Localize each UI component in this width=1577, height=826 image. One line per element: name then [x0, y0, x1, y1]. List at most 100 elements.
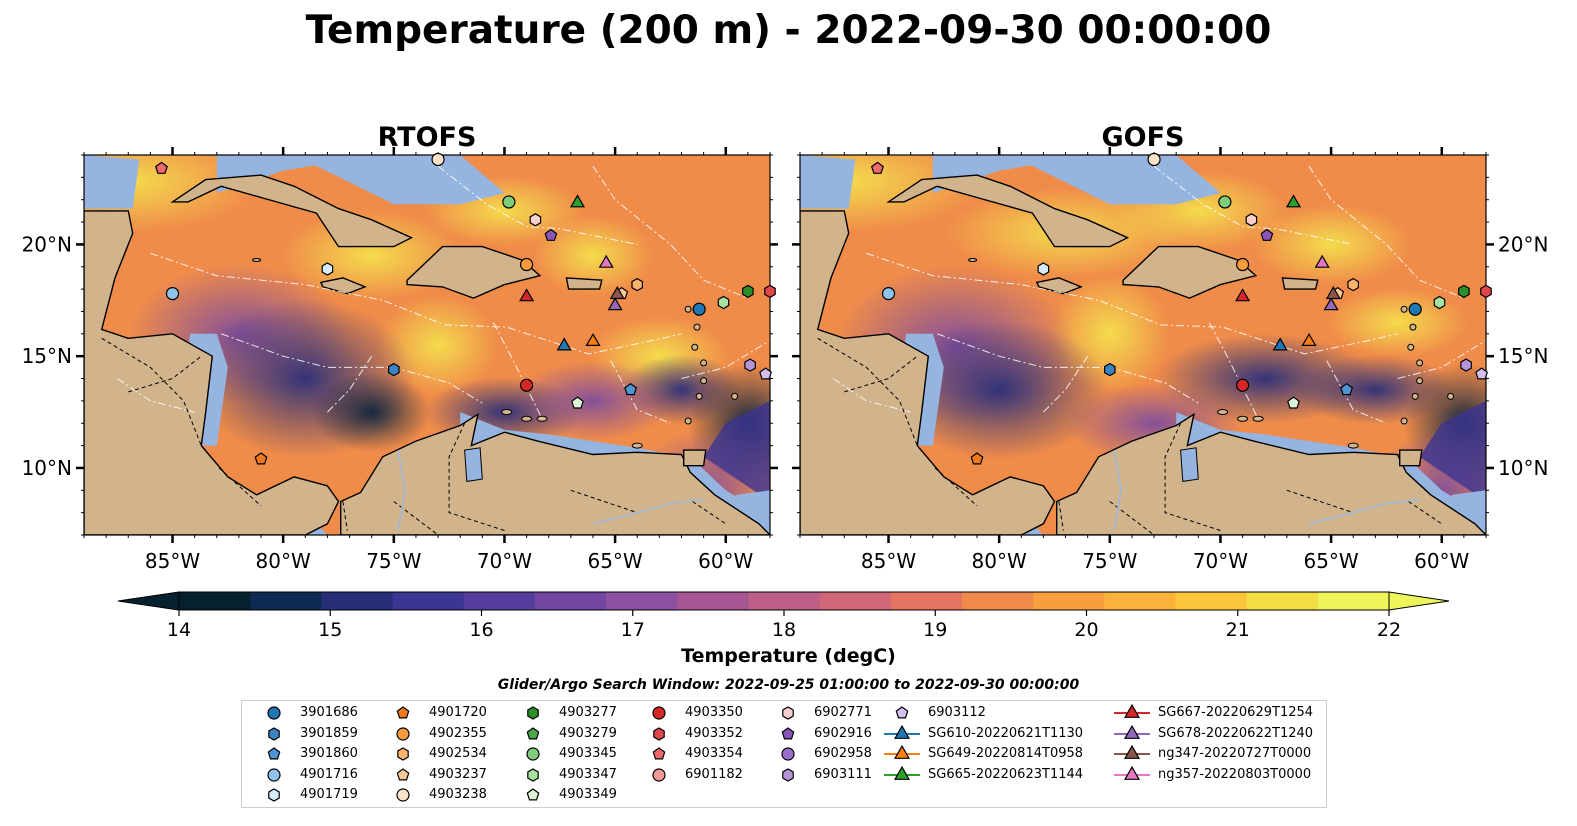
observation-marker: [519, 378, 534, 392]
observation-marker: [1340, 382, 1354, 396]
legend-label: 4903277: [559, 705, 617, 720]
observation-marker: [631, 277, 644, 292]
legend-label: 4903345: [559, 746, 617, 761]
colorbar-tick-label: 15: [318, 619, 343, 641]
observation-marker: [1475, 367, 1489, 380]
legend-label: SG665-20220623T1144: [928, 766, 1084, 782]
pentagon-marker-icon: [396, 706, 410, 719]
lon-tick-label: 75°W: [366, 549, 421, 573]
legend: 3901686 3901859 3901860 4901716 4901719 49017…: [241, 700, 1327, 808]
legend-label: 4903279: [559, 725, 617, 741]
observation-marker: [1235, 288, 1251, 302]
lat-tick-label: 20°N: [1498, 232, 1548, 256]
colorbar-tick-label: 21: [1225, 619, 1250, 641]
observation-marker: [388, 362, 400, 377]
observation-marker: [321, 262, 334, 276]
colorbar-tick-label: 20: [1074, 619, 1099, 641]
lon-tick-label: 70°W: [1193, 549, 1248, 573]
observation-marker: [254, 452, 268, 465]
observation-marker: [529, 213, 542, 227]
triangle-marker-icon: [1114, 703, 1150, 718]
hexagon-marker-icon: [397, 747, 409, 761]
legend-label: 6901182: [685, 766, 743, 782]
lon-tick-label: 80°W: [256, 549, 311, 573]
triangle-marker-icon: [1114, 744, 1150, 759]
observation-marker: [1347, 277, 1360, 292]
triangle-marker-icon: [884, 744, 920, 759]
observation-marker: [1103, 362, 1116, 377]
observation-marker: [154, 161, 168, 174]
hexagon-marker-icon: [268, 788, 280, 802]
panel-title: GOFS: [1101, 122, 1184, 153]
legend-label: 4901720: [429, 705, 487, 720]
lat-tick-label: 10°N: [1498, 456, 1548, 480]
observation-marker: [1272, 337, 1288, 351]
observation-marker: [717, 295, 730, 310]
observation-marker: [881, 286, 896, 301]
observation-marker: [1147, 152, 1161, 167]
observation-marker: [1218, 195, 1232, 209]
observation-marker: [1037, 262, 1050, 276]
legend-label: 6903112: [928, 705, 986, 720]
circle-marker-icon: [396, 788, 410, 802]
observation-marker: [165, 286, 180, 301]
hexagon-marker-icon: [653, 726, 665, 741]
lon-tick-label: 70°W: [477, 549, 532, 573]
observation-marker: [607, 297, 623, 311]
triangle-marker-icon: [1114, 724, 1150, 739]
observation-marker: [744, 358, 756, 372]
lon-tick-label: 60°W: [698, 549, 753, 573]
colorbar-tick-label: 22: [1376, 619, 1402, 641]
observation-marker: [1301, 333, 1317, 346]
legend-label: SG649-20220814T0958: [928, 746, 1084, 761]
legend-label: 4903354: [685, 746, 743, 761]
circle-marker-icon: [267, 767, 281, 782]
lon-tick-label: 75°W: [1082, 549, 1137, 573]
colorbar-tick-label: 16: [469, 619, 494, 641]
lon-tick-label: 65°W: [587, 549, 642, 573]
observation-marker: [764, 284, 776, 299]
legend-label: SG610-20220621T1130: [928, 725, 1084, 741]
observation-marker: [1245, 213, 1258, 227]
pentagon-marker-icon: [781, 726, 795, 739]
legend-label: 4903347: [559, 766, 617, 782]
triangle-marker-icon: [884, 765, 920, 780]
observation-marker: [1314, 254, 1330, 268]
colorbar-tick-label: 17: [620, 619, 645, 641]
hexagon-marker-icon: [782, 767, 794, 782]
lat-tick-label: 20°N: [22, 232, 72, 256]
observation-marker: [1325, 285, 1341, 300]
observation-marker: [502, 195, 516, 209]
pentagon-marker-icon: [396, 767, 410, 780]
observation-marker: [1235, 378, 1250, 392]
legend-label: 3901860: [300, 746, 358, 761]
observation-marker: [1480, 284, 1492, 299]
observation-marker: [1323, 297, 1339, 311]
legend-label: SG667-20220629T1254: [1158, 705, 1314, 720]
legend-label: 6903111: [814, 766, 872, 782]
pentagon-marker-icon: [267, 747, 281, 760]
lat-tick-label: 15°N: [1498, 344, 1548, 368]
circle-marker-icon: [396, 726, 410, 741]
lon-tick-label: 65°W: [1303, 549, 1358, 573]
triangle-marker-icon: [1114, 765, 1150, 780]
observation-marker: [1287, 396, 1300, 409]
legend-label: 6902958: [814, 746, 872, 761]
colorbar-tick-label: 14: [166, 619, 192, 641]
lon-tick-label: 80°W: [972, 549, 1027, 573]
observation-marker: [759, 367, 773, 380]
hexagon-marker-icon: [527, 767, 539, 782]
lon-tick-label: 85°W: [145, 549, 200, 573]
observation-marker: [742, 284, 754, 299]
legend-label: ng357-20220803T0000: [1158, 766, 1312, 782]
circle-marker-icon: [267, 706, 281, 720]
pentagon-marker-icon: [526, 788, 540, 801]
lat-tick-label: 10°N: [22, 456, 72, 480]
observation-marker: [1408, 302, 1422, 316]
legend-label: 4903350: [685, 705, 743, 720]
observation-marker: [1458, 284, 1470, 299]
map-panel-gofs: GOFS 85°W 80°W 75°W 70°W 65°W 60°W 20°N 15°N 10°N: [792, 122, 1548, 573]
legend-label: 4901716: [300, 766, 358, 782]
legend-label: 4901719: [300, 787, 358, 802]
